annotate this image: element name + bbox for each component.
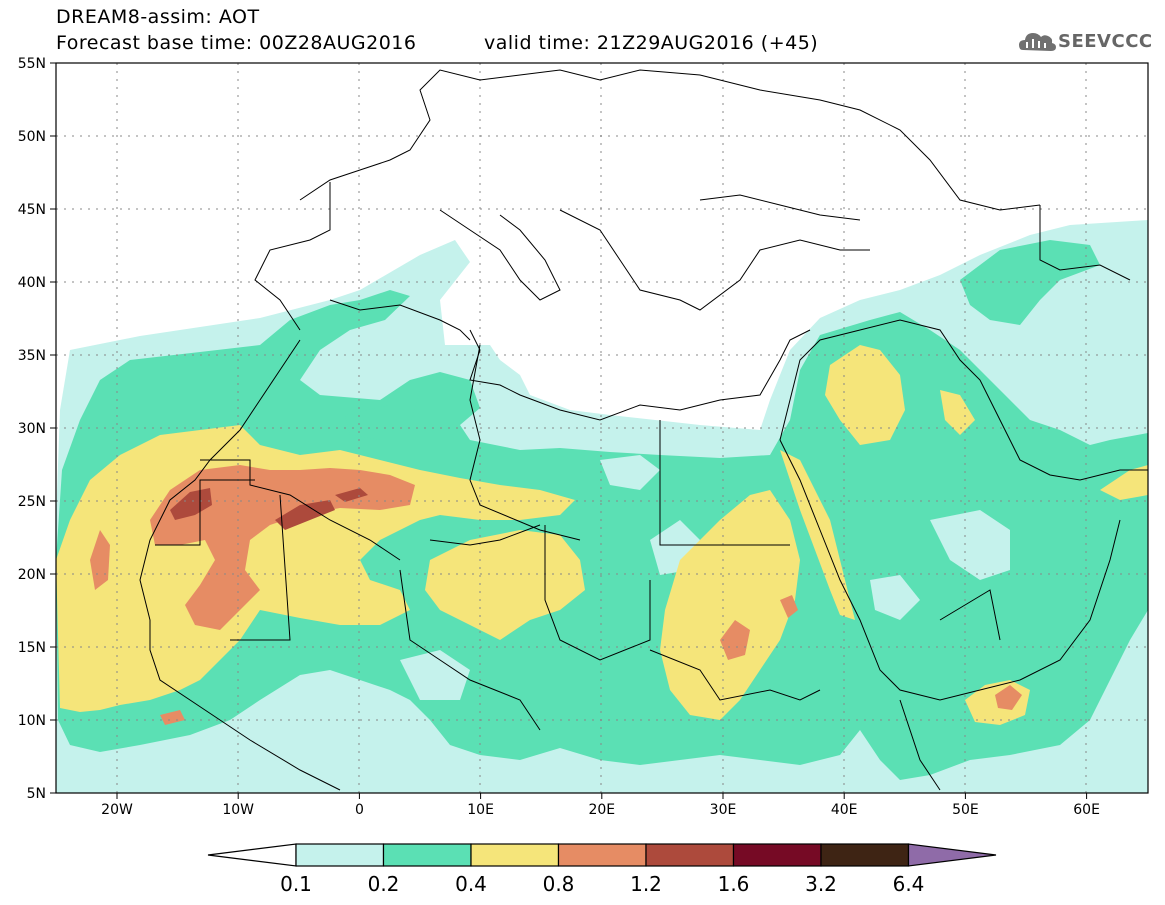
colorbar-tick: 6.4 [893, 872, 925, 896]
lat-label: 25N [18, 494, 46, 510]
latitude-labels: 55N 50N 45N 40N 35N 30N 25N 20N 15N 10N 5N [18, 56, 56, 802]
lat-label: 50N [18, 129, 46, 145]
lat-label: 45N [18, 202, 46, 218]
lon-label: 30E [710, 802, 737, 818]
lat-label: 20N [18, 567, 46, 583]
aot-field [56, 63, 1148, 793]
lon-label: 20W [101, 802, 133, 818]
colorbar-tick: 1.2 [630, 872, 662, 896]
colorbar-segment [557, 843, 647, 867]
colorbar-segment [295, 843, 385, 867]
cloud-logo-icon [1019, 33, 1056, 51]
colorbar-tick: 3.2 [805, 872, 837, 896]
colorbar-segment [382, 843, 472, 867]
colorbar-tick: 0.1 [280, 872, 312, 896]
lat-label: 10N [18, 713, 46, 729]
colorbar-segment [732, 843, 822, 867]
lat-label: 35N [18, 348, 46, 364]
coastlines-borders [139, 69, 1148, 791]
lat-label: 30N [18, 421, 46, 437]
lat-label: 55N [18, 56, 46, 72]
colorbar-tick: 0.8 [543, 872, 575, 896]
lon-label: 0 [355, 802, 364, 818]
colorbar-segment [820, 843, 910, 867]
lon-label: 10W [222, 802, 254, 818]
colorbar: 0.1 0.2 0.4 0.8 1.2 1.6 3.2 6.4 [207, 843, 997, 896]
lon-label: 60E [1073, 802, 1100, 818]
forecast-base-time: Forecast base time: 00Z28AUG2016 [56, 32, 417, 54]
lat-label: 15N [18, 640, 46, 656]
lon-label: 40E [831, 802, 858, 818]
colorbar-segment [645, 843, 735, 867]
logo-label: SEEVCCC [1058, 31, 1153, 52]
lat-label: 5N [27, 786, 46, 802]
aot-band-1-2 [170, 488, 368, 530]
colorbar-low-arrow [207, 843, 297, 867]
colorbar-tick: 0.4 [455, 872, 487, 896]
graticule [56, 63, 1148, 793]
colorbar-high-arrow [907, 843, 997, 867]
colorbar-tick: 1.6 [718, 872, 750, 896]
colorbar-tick: 0.2 [368, 872, 400, 896]
lon-label: 50E [952, 802, 979, 818]
colorbar-segment [470, 843, 560, 867]
lat-label: 40N [18, 275, 46, 291]
lon-label: 10E [467, 802, 494, 818]
map-title: DREAM8-assim: AOT [56, 6, 260, 28]
aot-band-0-8 [90, 465, 1022, 725]
valid-time: valid time: 21Z29AUG2016 (+45) [484, 32, 819, 54]
lon-label: 20E [588, 802, 615, 818]
longitude-labels: 20W 10W 0 10E 20E 30E 40E 50E 60E [101, 793, 1100, 818]
